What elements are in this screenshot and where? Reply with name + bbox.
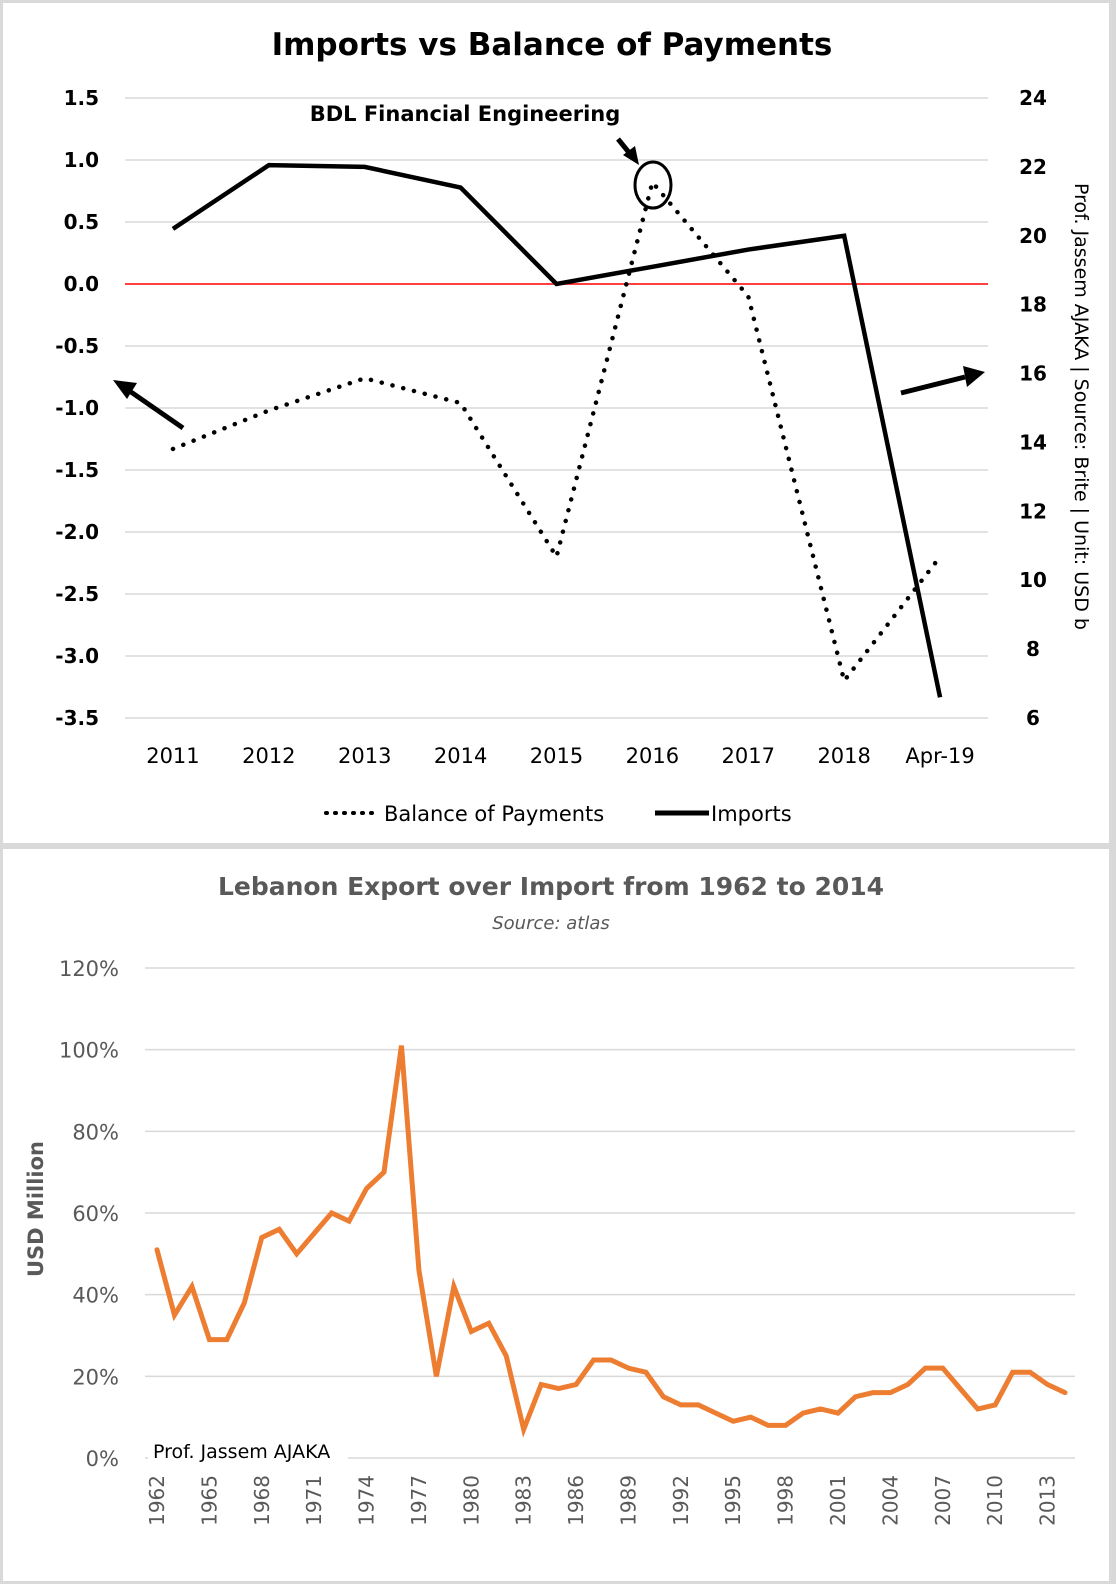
left-axis-tick-label: -3.0 (55, 644, 99, 668)
x-axis-tick-label: 2018 (817, 744, 870, 768)
left-axis-tick-label: -1.0 (55, 396, 99, 420)
right-axis-tick-label: 22 (1019, 155, 1047, 179)
x-axis-tick-label: 1989 (616, 1475, 640, 1526)
left-axis-tick-label: 0.0 (64, 272, 99, 296)
left-axis-tick-label: -2.5 (55, 582, 99, 606)
x-axis-tick-label: 2001 (826, 1475, 850, 1526)
credit-label: Prof. Jassem AJAKA (153, 1441, 330, 1463)
legend-label-bop: Balance of Payments (384, 802, 604, 826)
right-axis-tick-label: 20 (1019, 224, 1047, 248)
chart-title: Lebanon Export over Import from 1962 to … (218, 872, 884, 901)
y-axis-tick-label: 60% (72, 1202, 119, 1226)
x-axis-tick-label: 2017 (722, 744, 775, 768)
x-axis-tick-label: 2014 (434, 744, 487, 768)
right-axis-tick-label: 14 (1019, 430, 1047, 454)
left-axis-tick-label: 1.5 (64, 86, 99, 110)
right-axis-tick-label: 10 (1019, 568, 1047, 592)
x-axis-tick-label: 2004 (878, 1475, 902, 1526)
y-axis-tick-label: 100% (59, 1039, 119, 1063)
x-axis-tick-label: 1968 (250, 1475, 274, 1526)
right-axis-tick-label: 6 (1026, 706, 1040, 730)
annotation-arrow-icon (616, 137, 639, 165)
y-axis-tick-label: 40% (72, 1284, 119, 1308)
y-axis-tick-label: 80% (72, 1120, 119, 1144)
x-axis-tick-label: 1986 (564, 1475, 588, 1526)
export-over-import-panel: Lebanon Export over Import from 1962 to … (3, 849, 1109, 1581)
imports-vs-bop-panel: Imports vs Balance of Payments 1.5 1.0 0.5… (3, 3, 1109, 843)
x-axis-tick-label: 2010 (983, 1475, 1007, 1526)
x-axis-tick-label: 2013 (338, 744, 391, 768)
x-axis-tick-label: 1962 (145, 1475, 169, 1526)
x-axis-tick-label: 2015 (530, 744, 583, 768)
x-axis-tick-label: 1974 (355, 1475, 379, 1526)
x-axis-tick-label: Apr-19 (905, 744, 974, 768)
annotation-circle (633, 160, 673, 210)
x-axis-tick-label: 1995 (721, 1475, 745, 1526)
right-axis-tick-label: 24 (1019, 86, 1047, 110)
imports-series-line (171, 162, 943, 698)
left-axis-arrow-icon (113, 380, 185, 431)
chart-title: Imports vs Balance of Payments (272, 27, 833, 63)
y-axis-tick-label: 0% (86, 1447, 119, 1471)
bop-series-line (170, 177, 943, 686)
right-axis-tick-label: 16 (1019, 362, 1047, 386)
credit-background (148, 1437, 348, 1465)
x-axis-tick-label: 1965 (197, 1475, 221, 1526)
right-axis-tick-label: 18 (1019, 293, 1047, 317)
legend: Balance of Payments Imports (324, 802, 792, 826)
x-axis-tick-label: 2011 (146, 744, 199, 768)
legend-label-imports: Imports (711, 802, 792, 826)
x-axis-tick-label: 1992 (669, 1475, 693, 1526)
left-axis-tick-label: -2.0 (55, 520, 99, 544)
x-axis-tick-label: 1977 (407, 1475, 431, 1526)
x-axis-tick-label: 2012 (242, 744, 295, 768)
right-axis-tick-label: 12 (1019, 499, 1047, 523)
left-axis-tick-label: 1.0 (64, 148, 99, 172)
left-axis-tick-label: -3.5 (55, 706, 99, 730)
export-over-import-chart: Lebanon Export over Import from 1962 to … (24, 872, 1075, 1526)
y-axis-tick-label: 20% (72, 1365, 119, 1389)
right-axis-arrow-icon (900, 366, 985, 396)
x-axis-tick-label: 1980 (459, 1475, 483, 1526)
x-axis-tick-label: 1983 (512, 1475, 536, 1526)
y-axis-label: USD Million (24, 1141, 48, 1277)
x-axis-tick-label: 1971 (302, 1475, 326, 1526)
x-axis-tick-label: 2013 (1036, 1475, 1060, 1526)
x-axis-tick-label: 1998 (774, 1475, 798, 1526)
chart-subtitle: Source: atlas (492, 913, 610, 934)
left-axis-tick-label: 0.5 (64, 210, 99, 234)
y-axis-tick-label: 120% (59, 957, 119, 981)
side-source-label: Prof. Jassem AJAKA | Source: Brite | Uni… (1070, 183, 1092, 630)
left-axis-tick-label: -0.5 (55, 334, 99, 358)
imports-vs-bop-chart: Imports vs Balance of Payments 1.5 1.0 0.5… (55, 27, 1092, 826)
left-axis-tick-label: -1.5 (55, 458, 99, 482)
x-axis-tick-label: 2007 (931, 1475, 955, 1526)
annotation-label: BDL Financial Engineering (310, 102, 621, 126)
export-import-ratio-line (154, 1045, 1068, 1438)
right-axis-tick-label: 8 (1026, 637, 1040, 661)
x-axis-tick-label: 2016 (626, 744, 679, 768)
